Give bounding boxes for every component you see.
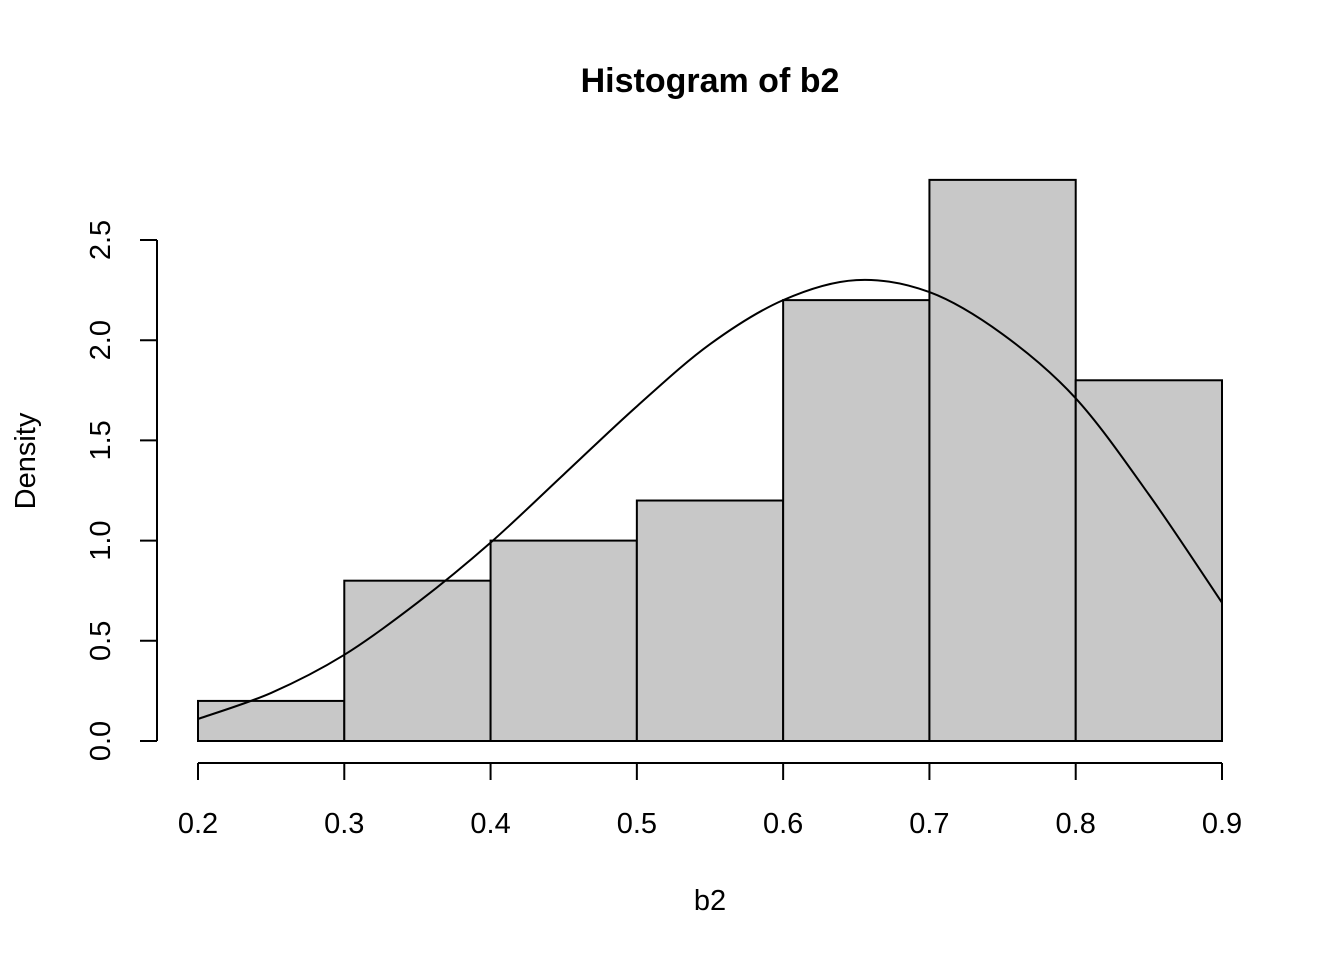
histogram-bars	[197, 178, 1223, 742]
y-axis: 0.0 0.5 1.0 1.5 2.0 2.5	[85, 220, 158, 761]
y-tick-label: 0.0	[85, 721, 117, 761]
y-tick-label: 1.0	[85, 520, 117, 560]
density-curve	[197, 278, 1223, 720]
histogram-bar	[782, 299, 931, 742]
histogram-bar	[489, 539, 638, 742]
y-axis-label: Density	[10, 412, 42, 509]
x-tick-label: 0.9	[1202, 808, 1242, 840]
x-tick-label: 0.7	[909, 808, 949, 840]
x-axis-label: b2	[694, 885, 726, 917]
x-axis: 0.2 0.3 0.4 0.5 0.6 0.7 0.8 0.9	[178, 762, 1242, 840]
x-tick-label: 0.4	[470, 808, 510, 840]
histogram-bar	[1074, 379, 1223, 742]
y-tick-label: 2.0	[85, 320, 117, 360]
chart-title: Histogram of b2	[581, 62, 840, 100]
x-tick-label: 0.3	[324, 808, 364, 840]
histogram-bar	[928, 178, 1077, 742]
histogram-bar	[343, 579, 492, 742]
x-tick-label: 0.6	[763, 808, 803, 840]
histogram-bar	[635, 499, 785, 742]
y-tick-label: 1.5	[85, 420, 117, 460]
y-tick-label: 2.5	[85, 220, 117, 260]
x-tick-label: 0.2	[178, 808, 218, 840]
x-tick-label: 0.8	[1056, 808, 1096, 840]
x-tick-label: 0.5	[617, 808, 657, 840]
y-tick-label: 0.5	[85, 621, 117, 661]
histogram-bar	[197, 699, 346, 742]
